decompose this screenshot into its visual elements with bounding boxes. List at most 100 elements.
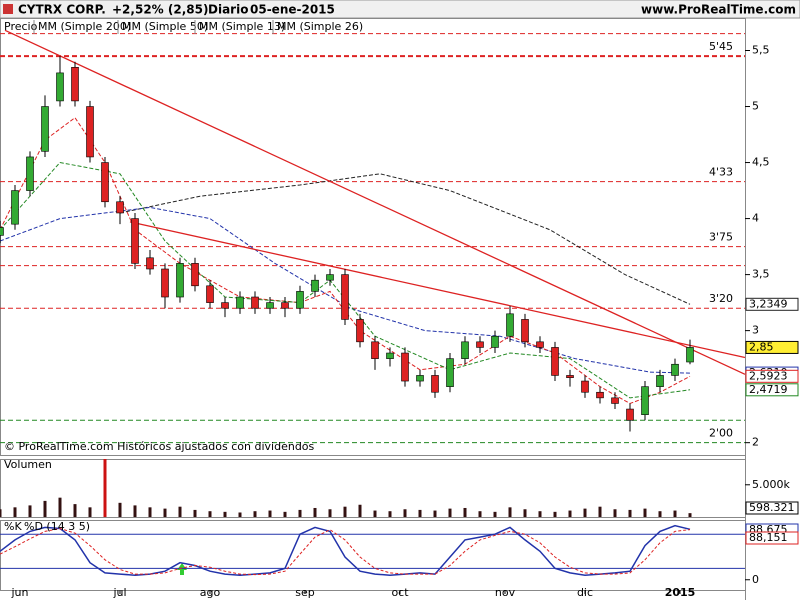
volume-bar [628, 509, 632, 517]
y-tick-label: 4,5 [752, 156, 770, 169]
candle-body [131, 218, 139, 264]
candle-body [176, 263, 184, 298]
candle-body [326, 274, 334, 281]
moving-average [0, 206, 691, 374]
value-box [745, 369, 799, 383]
value-box [745, 501, 799, 515]
volume-bar [418, 509, 422, 517]
legend-entry: Precio [4, 20, 38, 33]
volume-bar [508, 507, 512, 517]
candle-body [566, 375, 574, 378]
value-box-label: 2,85 [749, 340, 774, 353]
volume-bar [523, 509, 527, 517]
candle-body [0, 227, 4, 236]
value-box-label: 3,2349 [749, 297, 788, 310]
candle-body [71, 67, 79, 102]
candle-body [416, 375, 424, 382]
trendline [129, 221, 746, 359]
date: 05-ene-2015 [250, 3, 335, 17]
candle-body [671, 363, 679, 376]
volume-bar [0, 509, 2, 517]
volume-bar [148, 507, 152, 517]
legend-entry: %K [4, 520, 22, 533]
header: CYTRX CORP. +2,52% (2,85) Diario 05-ene-… [0, 0, 800, 19]
value-box [745, 297, 799, 311]
value-box-label: 598.321 [749, 501, 795, 514]
x-tick-label: nov [495, 586, 516, 599]
volume-bar [208, 511, 212, 517]
y-tick-label: 5,5 [752, 43, 770, 56]
value-box-label: 2,4719 [749, 383, 788, 396]
value-box [745, 531, 799, 545]
candle-body [506, 313, 514, 337]
volume-bar [223, 511, 227, 517]
symbol: CYTRX CORP. [18, 3, 106, 17]
candle-body [266, 302, 274, 309]
candle-body [536, 341, 544, 348]
candle-body [521, 319, 529, 343]
volume-bar [613, 509, 617, 517]
level-label: 3'75 [709, 231, 733, 244]
trendline [4, 29, 746, 375]
volume-bar [73, 504, 77, 517]
x-tick-label: jul [112, 586, 126, 599]
volume-bar [433, 510, 437, 517]
volume-bar [343, 506, 347, 517]
candle-body [101, 162, 109, 203]
candle-body [386, 352, 394, 359]
volume-bar [403, 509, 407, 517]
volume-bar [283, 511, 287, 517]
volume-bar [328, 509, 332, 517]
level-label: 5'45 [709, 40, 733, 53]
legend-entry: MM (Simple 13) [199, 20, 285, 33]
volume-bar [658, 511, 662, 517]
y-tick-label: 3 [752, 324, 759, 337]
volume-bar [253, 511, 257, 517]
candle-body [116, 201, 124, 214]
candle-body [161, 268, 169, 298]
candle-body [461, 341, 469, 359]
candle-body [236, 296, 244, 309]
volume-bar [568, 510, 572, 517]
candle-body [371, 341, 379, 359]
candle-body [56, 72, 64, 102]
x-tick-label: sep [295, 586, 314, 599]
candle-body [431, 375, 439, 393]
legend-entry: MM (Simple 26) [277, 20, 363, 33]
volume-bar [133, 505, 137, 517]
y-tick-label: 5.000k [752, 478, 790, 491]
candle-body [686, 347, 694, 363]
candle-body [296, 291, 304, 309]
candle-body [41, 106, 49, 152]
volume-bar [673, 510, 677, 517]
volume-bar [88, 507, 92, 517]
moving-average [119, 173, 691, 305]
candle-body [206, 285, 214, 303]
volume-bar [268, 510, 272, 517]
x-tick-label: dic [577, 586, 593, 599]
volume-bar [178, 506, 182, 517]
value-box [745, 340, 799, 354]
period: Diario [208, 3, 248, 17]
level-label: 2'00 [709, 427, 733, 440]
candle-body [611, 397, 619, 404]
candle-body [476, 341, 484, 348]
panel-title: Volumen [4, 458, 52, 471]
volume-bar [193, 509, 197, 517]
volume-bar [13, 507, 17, 517]
candle-body [356, 319, 364, 343]
x-tick-label: jun [11, 586, 29, 599]
candle-body [191, 263, 199, 287]
candle-body [311, 279, 319, 292]
candle-body [656, 375, 664, 387]
candle-body [641, 386, 649, 415]
level-label: 3'20 [709, 292, 733, 305]
site: www.ProRealTime.com [641, 3, 796, 17]
volume-bar [298, 509, 302, 517]
volume-bar [643, 508, 647, 517]
y-tick-label: 4 [752, 212, 759, 225]
candle-body [281, 302, 289, 309]
candle-body [251, 296, 259, 309]
volume-bar [28, 505, 32, 517]
